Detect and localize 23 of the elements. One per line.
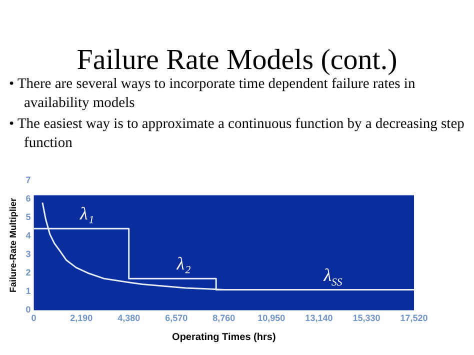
text: • The easiest way is to approximate a continuous function by a decreasing step function [9, 115, 466, 153]
y-tick-label: 4 [26, 230, 31, 241]
x-tick-label: 6,570 [165, 313, 188, 324]
y-tick-label: 7 [26, 174, 31, 185]
x-axis-title: Operating Times (hrs) [172, 332, 276, 343]
x-tick-label: 17,520 [400, 313, 428, 324]
x-tick-label: 15,330 [352, 313, 380, 324]
annotation: λ₁ [79, 204, 94, 224]
y-axis-title: Failure-Rate Multiplier [8, 198, 18, 293]
text: • There are several ways to incorporate time dependent failure rates in availability models [9, 75, 416, 113]
y-tick-label: 2 [26, 268, 31, 278]
annotation: λ₂ [176, 254, 191, 274]
y-tick-label: 6 [26, 193, 31, 204]
y-tick-label: 3 [26, 249, 31, 260]
chart-title: Failure Rate Models (cont.) [76, 43, 398, 76]
x-tick-label: 8,760 [212, 313, 236, 324]
y-tick-label: 0 [26, 304, 31, 315]
x-tick-label: 13,140 [305, 313, 333, 324]
y-tick-label: 5 [26, 212, 31, 222]
x-tick-label: 10,950 [258, 313, 286, 324]
y-tick-label: 1 [26, 286, 31, 296]
x-tick-label: 2,190 [70, 313, 93, 324]
x-tick-label: 4,380 [118, 313, 140, 324]
